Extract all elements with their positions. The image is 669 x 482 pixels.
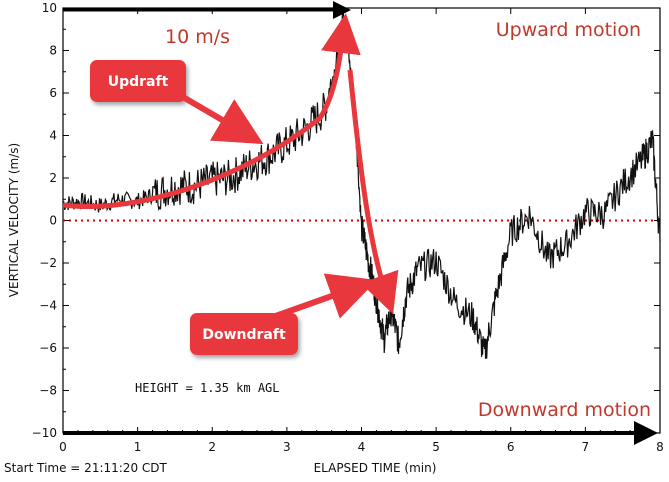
x-tick-label: 5 xyxy=(432,440,440,454)
y-tick-label: −8 xyxy=(39,384,57,398)
y-axis: 10 8 6 4 2 0 −2 −4 −6 −8 −10 xyxy=(32,1,660,440)
upward-motion-label: Upward motion xyxy=(496,19,641,41)
y-tick-label: 6 xyxy=(49,86,57,100)
y-tick-label: 0 xyxy=(49,214,57,228)
x-tick-label: 0 xyxy=(59,440,67,454)
downdraft-callout: Downdraft xyxy=(190,273,377,355)
y-tick-label: −4 xyxy=(39,299,57,313)
y-tick-label: 4 xyxy=(49,129,57,143)
y-axis-title: VERTICAL VELOCITY (m/s) xyxy=(7,143,21,297)
x-tick-label: 7 xyxy=(582,440,590,454)
updraft-label: Updraft xyxy=(108,74,169,90)
y-tick-label: −10 xyxy=(32,426,57,440)
y-tick-label: 2 xyxy=(49,171,57,185)
start-time-label: Start Time = 21:11:20 CDT xyxy=(4,461,168,475)
height-label: HEIGHT = 1.35 km AGL xyxy=(135,381,280,395)
speed-label: 10 m/s xyxy=(165,26,230,48)
y-tick-label: −6 xyxy=(39,341,57,355)
x-axis-title: ELAPSED TIME (min) xyxy=(314,461,437,475)
x-tick-label: 4 xyxy=(358,440,366,454)
x-tick-label: 8 xyxy=(656,440,664,454)
updraft-callout: Updraft xyxy=(90,60,264,145)
y-tick-label: 10 xyxy=(42,1,57,15)
downdraft-label: Downdraft xyxy=(202,327,286,343)
updraft-trend-curve xyxy=(62,13,361,210)
downward-motion-label: Downward motion xyxy=(478,399,651,421)
x-tick-label: 1 xyxy=(134,440,142,454)
downdraft-trend-curve xyxy=(347,69,399,315)
y-tick-label: 8 xyxy=(49,44,57,58)
x-tick-label: 3 xyxy=(283,440,291,454)
x-tick-label: 6 xyxy=(507,440,515,454)
y-tick-label: −2 xyxy=(39,256,57,270)
x-tick-label: 2 xyxy=(208,440,216,454)
